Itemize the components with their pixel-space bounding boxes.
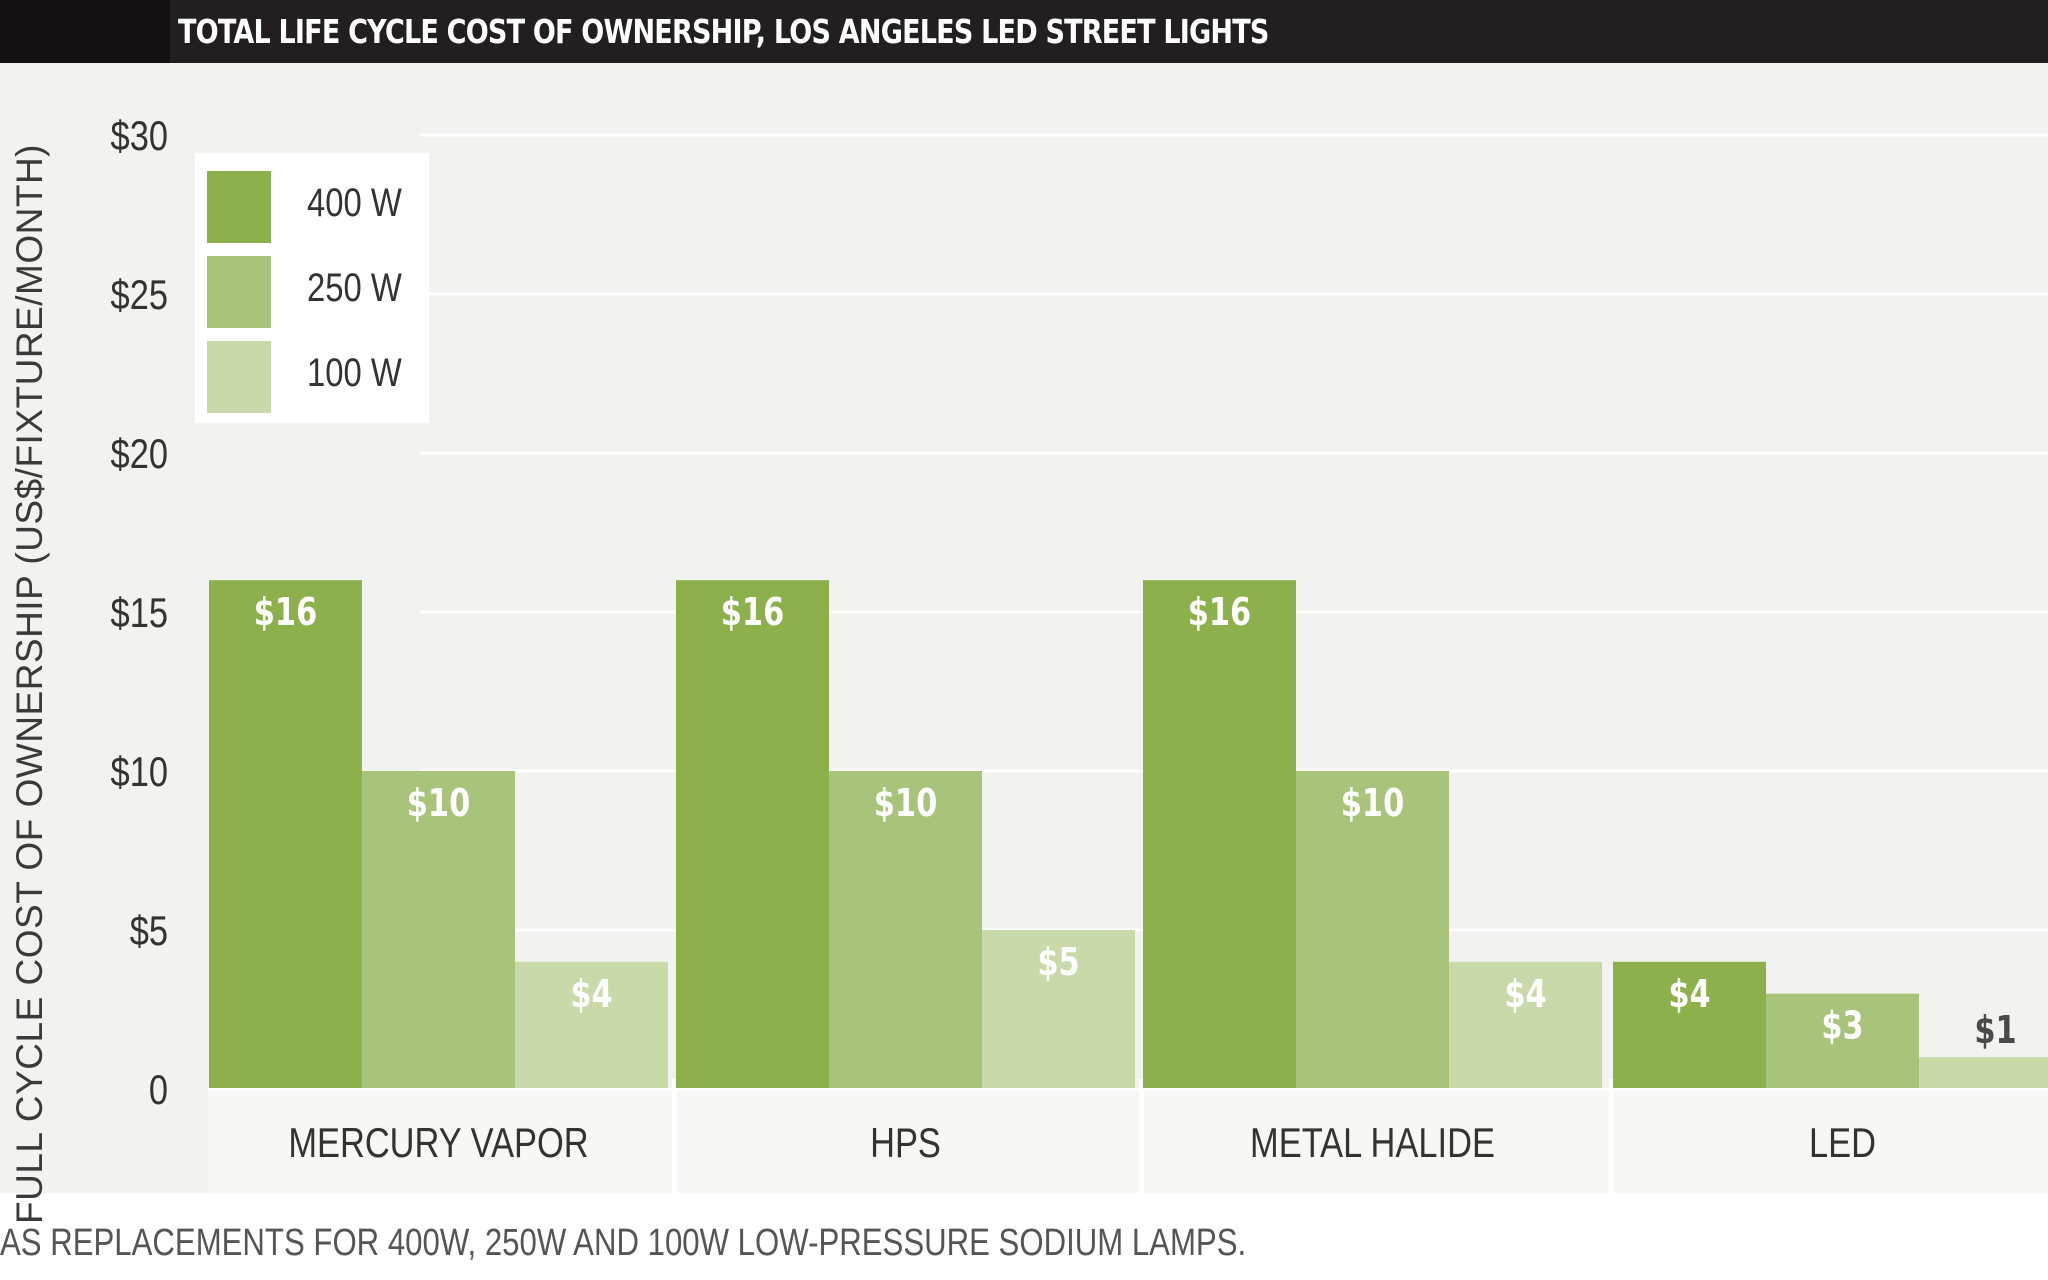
y-tick-label: $10 bbox=[111, 749, 168, 796]
bar-data-label: $1 bbox=[1974, 1009, 2016, 1053]
legend-swatch-100w bbox=[207, 341, 271, 413]
y-tick-label: $5 bbox=[130, 908, 168, 955]
title-accent-block bbox=[0, 0, 170, 63]
bar-data-label: $10 bbox=[874, 782, 937, 826]
legend-swatch-250w bbox=[207, 256, 271, 328]
group-separator bbox=[1609, 1079, 1614, 1193]
legend-item-100w: 100 W bbox=[207, 341, 427, 413]
category-strip bbox=[208, 1091, 2048, 1193]
chart-area: 0 $5 $10 $15 $20 $25 $30 $16 $10 $4 MERCURY VAPOR $… bbox=[0, 63, 2048, 1224]
y-tick-label: 0 bbox=[149, 1067, 168, 1114]
x-category-label: LED bbox=[1809, 1120, 1876, 1167]
legend-item-250w: 250 W bbox=[207, 256, 427, 328]
bar bbox=[1613, 961, 1766, 1089]
group-separator bbox=[672, 1079, 677, 1193]
bar-data-label: $16 bbox=[1188, 591, 1251, 635]
legend-label-100w: 100 W bbox=[307, 351, 402, 395]
legend-item-400w: 400 W bbox=[207, 171, 427, 243]
legend: 400 W 250 W 100 W bbox=[195, 153, 429, 423]
footnote: AS REPLACEMENTS FOR 400W, 250W AND 100W … bbox=[0, 1222, 1247, 1264]
legend-label-400w: 400 W bbox=[307, 181, 402, 225]
legend-swatch-400w bbox=[207, 171, 271, 243]
bar-data-label: $4 bbox=[1668, 973, 1710, 1017]
bar-data-label: $4 bbox=[1504, 973, 1546, 1017]
y-tick-label: $20 bbox=[111, 431, 168, 478]
y-tick-label: $30 bbox=[111, 113, 168, 160]
bar-data-label: $4 bbox=[570, 973, 612, 1017]
bar bbox=[829, 771, 982, 1089]
bar-data-label: $10 bbox=[407, 782, 470, 826]
x-category-label: MERCURY VAPOR bbox=[288, 1120, 588, 1167]
bar bbox=[1766, 993, 1919, 1089]
bar-data-label: $3 bbox=[1821, 1004, 1863, 1048]
bar bbox=[1143, 580, 1296, 1089]
x-category-label: METAL HALIDE bbox=[1250, 1120, 1495, 1167]
bar-chart: 0 $5 $10 $15 $20 $25 $30 $16 $10 $4 MERCURY VAPOR $… bbox=[111, 113, 2048, 1193]
bar-data-label: $16 bbox=[721, 591, 784, 635]
bar bbox=[1449, 961, 1602, 1089]
group-separator bbox=[1139, 1079, 1144, 1193]
bar-data-label: $10 bbox=[1341, 782, 1404, 826]
bar-data-label: $16 bbox=[254, 591, 317, 635]
y-tick-label: $15 bbox=[111, 590, 168, 637]
baseline bbox=[208, 1088, 2048, 1091]
bar-data-label: $5 bbox=[1037, 941, 1079, 985]
bar bbox=[1296, 771, 1449, 1089]
legend-label-250w: 250 W bbox=[307, 266, 402, 310]
title-bar: TOTAL LIFE CYCLE COST OF OWNERSHIP, LOS … bbox=[0, 0, 2048, 63]
bar bbox=[982, 930, 1135, 1089]
bar bbox=[676, 580, 829, 1089]
chart-title: TOTAL LIFE CYCLE COST OF OWNERSHIP, LOS … bbox=[178, 12, 1269, 51]
y-axis-title: FULL CYCLE COST OF OWNERSHIP (US$/FIXTUR… bbox=[9, 144, 50, 1224]
x-category-label: HPS bbox=[870, 1120, 941, 1167]
bar bbox=[515, 961, 668, 1089]
bar bbox=[1919, 1057, 2048, 1089]
y-tick-label: $25 bbox=[111, 272, 168, 319]
bar bbox=[362, 771, 515, 1089]
bar bbox=[209, 580, 362, 1089]
